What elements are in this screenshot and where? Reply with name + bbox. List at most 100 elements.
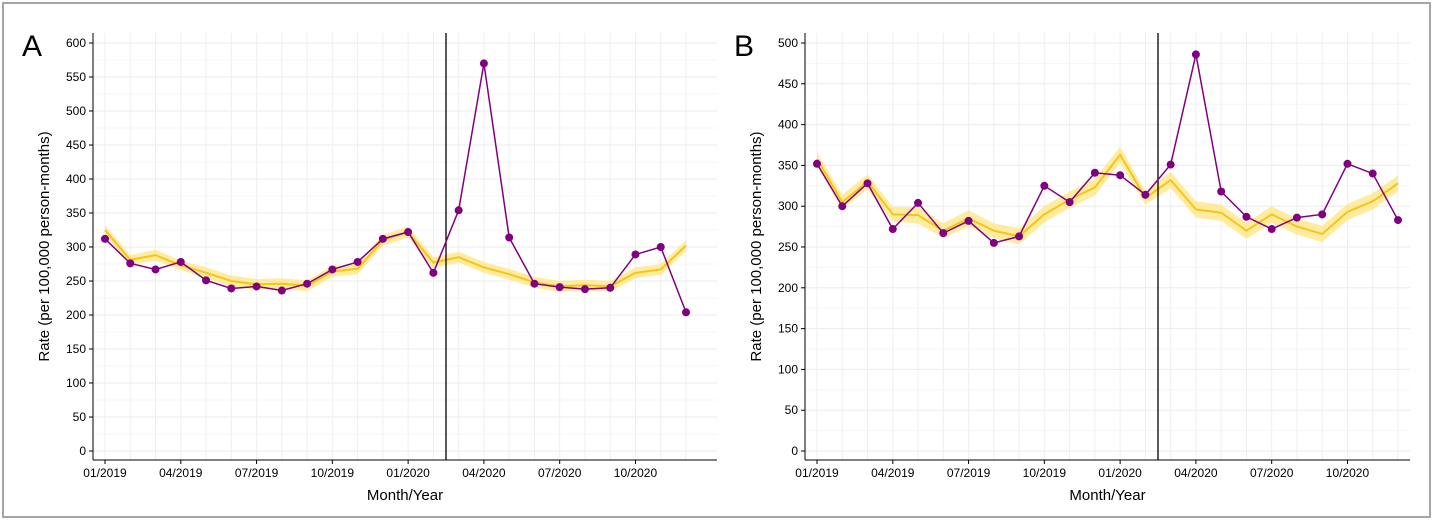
y-axis-title: Rate (per 100,000 person-months) — [36, 131, 53, 361]
x-tick-label: 07/2020 — [538, 466, 582, 480]
observed-point — [1141, 190, 1150, 199]
y-tick-label: 250 — [778, 240, 798, 254]
x-tick-label: 10/2020 — [1326, 466, 1370, 480]
y-tick-label: 450 — [778, 77, 798, 91]
figure-frame — [2, 2, 1431, 518]
y-tick-label: 0 — [79, 444, 86, 458]
observed-point — [1242, 212, 1251, 221]
y-tick-label: 400 — [66, 172, 86, 186]
observed-point — [1040, 181, 1049, 190]
observed-point — [863, 179, 872, 188]
x-tick-label: 10/2019 — [311, 466, 355, 480]
observed-point — [656, 243, 665, 251]
y-axis-title: Rate (per 100,000 person-months) — [748, 131, 765, 361]
x-axis-title: Month/Year — [1069, 487, 1145, 504]
observed-point — [1090, 168, 1099, 177]
expected-series-line — [816, 153, 1399, 238]
chart-panel-a: 0 50 100 150 200 250 300 350 400 450 500 550 600 01/2… — [22, 30, 717, 504]
y-tick-label: 500 — [778, 36, 798, 50]
observed-point — [202, 276, 211, 285]
y-tick-label: 300 — [66, 240, 86, 254]
x-tick-label: 07/2020 — [1250, 466, 1294, 480]
y-tick-label: 200 — [66, 308, 86, 322]
x-tick-label: 04/2020 — [462, 466, 506, 480]
y-tick-label: 550 — [66, 70, 86, 84]
y-tick-label: 200 — [778, 281, 798, 295]
panel-letter: A — [22, 30, 42, 63]
observed-point — [964, 216, 973, 225]
observed-point — [303, 279, 312, 288]
observed-point — [1267, 225, 1276, 234]
x-axis-title: Month/Year — [367, 487, 443, 504]
observed-point — [1015, 232, 1024, 241]
observed-series-line — [104, 63, 687, 313]
observed-point — [252, 282, 261, 291]
y-tick-label: 150 — [66, 342, 86, 356]
observed-point — [1292, 213, 1301, 222]
observed-point — [1116, 171, 1125, 180]
y-tick-label: 300 — [778, 199, 798, 213]
observed-point — [353, 257, 362, 266]
chart-panel-b: 0 50 100 150 200 250 300 350 400 450 500 01/2019 04/… — [734, 30, 1410, 504]
observed-point — [1217, 187, 1226, 196]
observed-point — [682, 308, 690, 317]
observed-point — [1368, 169, 1377, 178]
observed-point — [606, 283, 615, 292]
y-tick-label: 50 — [785, 403, 799, 417]
observed-point — [914, 198, 923, 207]
observed-point — [126, 259, 135, 268]
observed-point — [227, 284, 236, 293]
observed-point — [530, 279, 539, 288]
x-tick-label: 07/2019 — [947, 466, 991, 480]
observed-point — [277, 286, 286, 295]
observed-point — [888, 225, 897, 234]
x-tick-label: 04/2019 — [159, 466, 203, 480]
observed-series-line — [816, 54, 1399, 244]
observed-point — [1166, 160, 1175, 169]
observed-point — [580, 285, 589, 294]
y-tick-label: 100 — [778, 362, 798, 376]
x-tick-label: 04/2020 — [1174, 466, 1218, 480]
observed-point — [555, 283, 564, 292]
observed-point — [505, 233, 514, 242]
observed-point — [151, 265, 160, 274]
observed-point — [1394, 216, 1402, 225]
observed-point — [429, 268, 438, 277]
observed-point — [939, 229, 948, 238]
y-tick-label: 350 — [66, 206, 86, 220]
observed-point — [176, 257, 185, 266]
y-tick-label: 450 — [66, 138, 86, 152]
x-tick-label: 10/2019 — [1023, 466, 1067, 480]
y-tick-label: 500 — [66, 104, 86, 118]
y-tick-label: 250 — [66, 274, 86, 288]
observed-point — [454, 206, 463, 215]
x-tick-label: 04/2019 — [871, 466, 915, 480]
panel-letter: B — [734, 30, 754, 63]
x-tick-label: 07/2019 — [235, 466, 279, 480]
observed-point — [479, 59, 488, 68]
y-tick-label: 350 — [778, 158, 798, 172]
x-tick-label: 01/2020 — [1098, 466, 1142, 480]
expected-confidence-band — [105, 225, 686, 292]
observed-point — [838, 202, 847, 211]
observed-point — [1065, 198, 1074, 207]
y-tick-label: 400 — [778, 118, 798, 132]
x-tick-label: 01/2020 — [386, 466, 430, 480]
observed-point — [989, 238, 998, 247]
observed-point — [631, 250, 640, 259]
observed-point — [1343, 159, 1352, 168]
observed-point — [1318, 210, 1327, 219]
y-tick-label: 0 — [791, 444, 798, 458]
observed-point — [378, 234, 387, 243]
y-tick-label: 600 — [66, 36, 86, 50]
y-tick-label: 150 — [778, 322, 798, 336]
observed-point — [328, 265, 337, 274]
y-tick-label: 100 — [66, 376, 86, 390]
observed-point — [101, 234, 109, 243]
observed-point — [813, 159, 821, 168]
observed-point — [404, 228, 413, 237]
observed-point — [1191, 50, 1200, 59]
y-tick-label: 50 — [73, 410, 87, 424]
x-tick-label: 10/2020 — [614, 466, 658, 480]
